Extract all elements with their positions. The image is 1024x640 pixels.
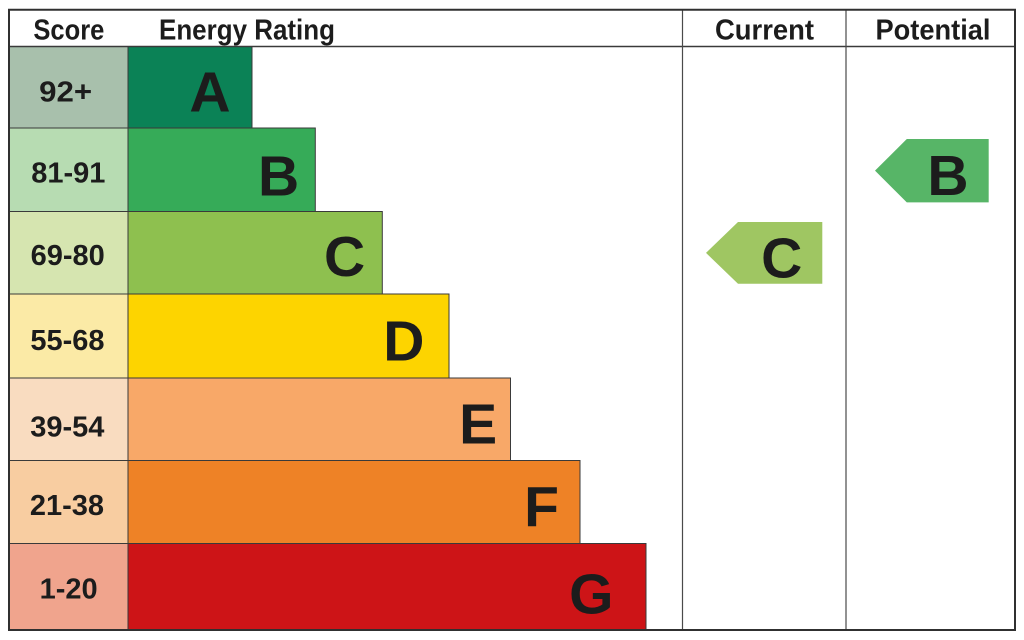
svg-text:1-20: 1-20	[40, 574, 98, 606]
svg-text:D: D	[383, 310, 424, 374]
svg-text:E: E	[459, 392, 497, 456]
svg-text:A: A	[189, 61, 230, 125]
svg-text:C: C	[324, 225, 365, 289]
svg-text:B: B	[258, 144, 299, 208]
svg-text:69-80: 69-80	[31, 240, 105, 272]
svg-text:B: B	[927, 144, 968, 208]
svg-text:81-91: 81-91	[31, 158, 105, 190]
svg-text:F: F	[524, 475, 559, 539]
svg-text:Energy Rating: Energy Rating	[159, 15, 335, 47]
svg-text:55-68: 55-68	[30, 325, 104, 357]
svg-text:39-54: 39-54	[30, 411, 104, 443]
svg-text:Score: Score	[33, 15, 104, 47]
svg-text:G: G	[569, 562, 613, 626]
svg-text:Current: Current	[715, 15, 814, 47]
svg-text:Potential: Potential	[876, 15, 991, 47]
svg-text:C: C	[761, 226, 802, 290]
svg-text:21-38: 21-38	[30, 490, 104, 522]
svg-text:92+: 92+	[39, 76, 92, 108]
